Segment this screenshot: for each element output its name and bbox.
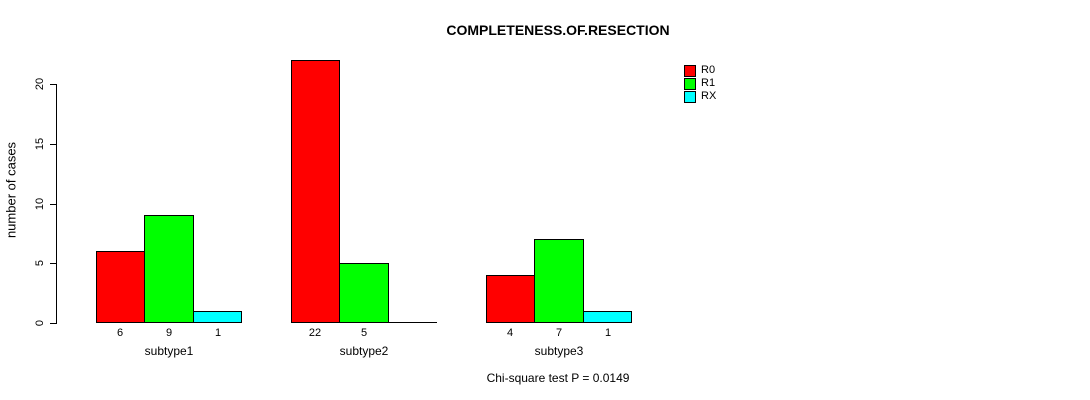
legend-label-r1: R1	[701, 77, 716, 89]
y-tick-label: 5	[34, 259, 46, 267]
bar-subtype1-RX	[193, 311, 242, 323]
legend-item-rx: RX	[684, 90, 716, 103]
category-label-subtype2: subtype2	[339, 344, 389, 358]
category-label-subtype1: subtype1	[144, 344, 194, 358]
bar-subtype1-R1	[144, 215, 194, 323]
bar-subtype1-R0	[96, 251, 145, 323]
legend-item-r0: R0	[684, 64, 716, 77]
bar-value-label-subtype2-R0: 22	[308, 327, 322, 339]
y-axis-line	[56, 84, 57, 324]
bar-value-label-subtype2-R1: 5	[360, 327, 368, 339]
legend-label-r0: R0	[701, 64, 716, 76]
y-tick-label: 10	[34, 197, 46, 211]
legend: R0 R1 RX	[684, 64, 716, 103]
legend-swatch-r1-icon	[684, 77, 696, 90]
bar-subtype2-R0	[291, 60, 340, 323]
bar-subtype3-RX	[583, 311, 632, 323]
y-tick-label: 0	[34, 319, 46, 327]
category-label-subtype3: subtype3	[534, 344, 584, 358]
y-axis-tick	[50, 84, 56, 85]
y-axis-tick	[50, 204, 56, 205]
y-axis-tick	[50, 263, 56, 264]
legend-swatch-r0-icon	[684, 64, 696, 77]
bar-value-label-subtype3-R1: 7	[555, 327, 563, 339]
bar-subtype2-RX-zero	[388, 322, 437, 323]
bar-value-label-subtype1-RX: 1	[214, 327, 222, 339]
chart-title: COMPLETENESS.OF.RESECTION	[446, 22, 670, 38]
bar-value-label-subtype3-RX: 1	[604, 327, 612, 339]
bar-value-label-subtype3-R0: 4	[506, 327, 514, 339]
chi-square-annotation: Chi-square test P = 0.0149	[486, 371, 630, 385]
bar-subtype3-R1	[534, 239, 584, 323]
y-axis-tick	[50, 144, 56, 145]
y-tick-label: 15	[34, 137, 46, 151]
bar-value-label-subtype1-R0: 6	[116, 327, 124, 339]
y-axis-tick	[50, 323, 56, 324]
bar-subtype2-R1	[339, 263, 389, 323]
legend-item-r1: R1	[684, 77, 716, 90]
legend-swatch-rx-icon	[684, 90, 696, 103]
y-tick-label: 20	[34, 77, 46, 91]
bar-value-label-subtype1-R1: 9	[165, 327, 173, 339]
bar-subtype3-R0	[486, 275, 535, 323]
legend-label-rx: RX	[701, 90, 717, 102]
